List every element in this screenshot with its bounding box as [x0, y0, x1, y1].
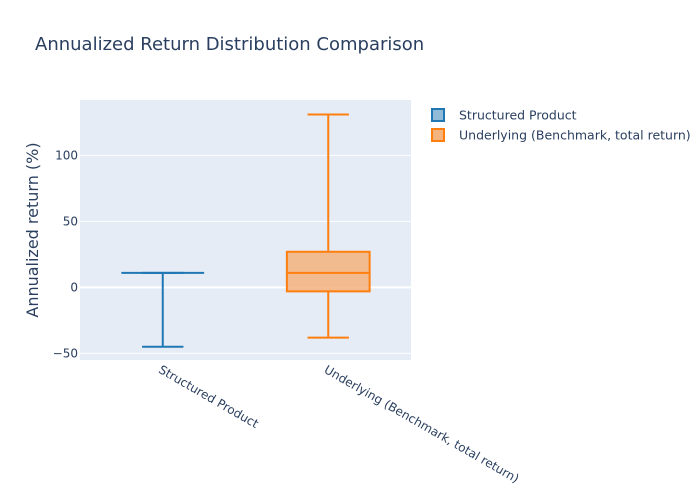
y-tick-label: 100: [55, 148, 78, 162]
legend-item-2[interactable]: Underlying (Benchmark, total return): [431, 128, 691, 143]
y-tick-label: 0: [70, 280, 78, 294]
legend-swatch: [431, 128, 445, 142]
legend-label: Structured Product: [459, 108, 577, 123]
y-axis-title: Annualized return (%): [23, 142, 42, 317]
box-2: [285, 113, 371, 339]
y-axis-ticks: −50 0 50 100: [53, 148, 78, 360]
x-tick-label: Underlying (Benchmark, total return): [322, 362, 522, 485]
legend-swatch: [431, 108, 445, 122]
legend-item-1[interactable]: Structured Product: [431, 108, 577, 123]
legend-label: Underlying (Benchmark, total return): [459, 128, 691, 143]
iqr-box: [285, 250, 371, 293]
x-tick-label: Structured Product: [156, 362, 261, 431]
chart-title: Annualized Return Distribution Compariso…: [35, 34, 424, 55]
y-tick-label: 50: [63, 214, 78, 228]
y-tick-label: −50: [53, 346, 78, 360]
x-axis-ticks: Structured Product Underlying (Benchmark,…: [156, 362, 521, 485]
box-1: [121, 271, 205, 348]
legend: Structured Product Underlying (Benchmark,…: [431, 108, 691, 143]
boxes: [121, 113, 371, 348]
plot-area: [80, 100, 411, 360]
